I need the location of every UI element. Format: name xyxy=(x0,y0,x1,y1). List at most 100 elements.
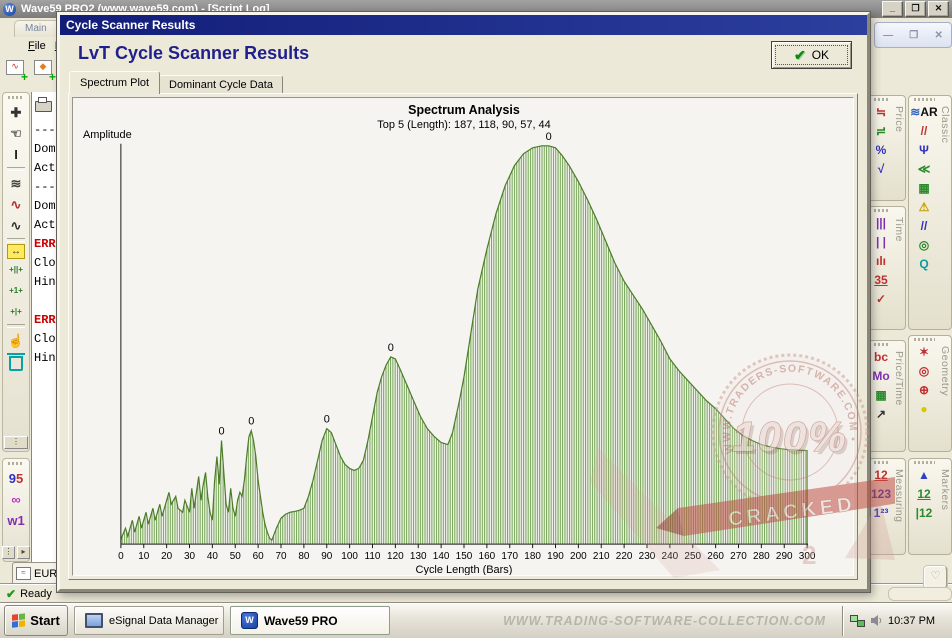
x-tick-label: 90 xyxy=(321,551,333,562)
ellipse-cross-icon[interactable]: ⊕ xyxy=(918,383,930,397)
measure-abc-icon[interactable]: 1²³ xyxy=(873,506,889,520)
bc-icon[interactable]: bc xyxy=(873,350,888,364)
pointer-icon[interactable]: ☝ xyxy=(7,333,25,348)
mdi-minimize-button[interactable]: — xyxy=(883,29,894,41)
speaker-tray-icon[interactable] xyxy=(870,614,883,627)
toolbar-grip[interactable] xyxy=(8,462,24,465)
alert-square-icon[interactable]: ⚠ xyxy=(918,200,930,214)
start-label: Start xyxy=(30,613,60,628)
toolbar-scroll-button[interactable]: ⋮ xyxy=(2,546,15,559)
toolbar-expand-button[interactable]: ▸ xyxy=(17,546,30,559)
detrend-wave-icon[interactable]: ≋ xyxy=(10,176,22,191)
new-pattern-button-glyph: ◆ xyxy=(34,60,52,75)
parallel-lines-icon[interactable]: // xyxy=(920,219,928,233)
window-controls: _ ❐ ✕ xyxy=(882,1,949,17)
time-lines-icon[interactable]: ||| xyxy=(875,216,887,230)
windows-flag-icon xyxy=(12,612,26,628)
x-tick-label: 170 xyxy=(501,551,518,562)
minimize-button[interactable]: _ xyxy=(882,1,903,17)
cycle-tool-icon[interactable]: ∞ xyxy=(11,492,21,507)
grid-icon[interactable]: ▦ xyxy=(875,388,887,402)
y-axis-label: Amplitude xyxy=(83,129,132,141)
wave59-task-icon: W xyxy=(241,612,258,629)
measure-12-icon[interactable]: 12 xyxy=(874,468,888,482)
x-tick-label: 160 xyxy=(479,551,496,562)
peak-label: 0 xyxy=(248,416,254,428)
network-tray-icon[interactable] xyxy=(850,614,865,627)
time-pair-icon[interactable]: | | xyxy=(875,235,887,249)
menu-file[interactable]: File xyxy=(28,40,46,52)
sphere-icon[interactable]: ● xyxy=(920,402,928,416)
new-pattern-button[interactable]: ◆ + xyxy=(34,60,56,84)
price-levels-icon[interactable]: ≓ xyxy=(875,124,887,138)
taskbar-item-wave59[interactable]: W Wave59 PRO xyxy=(230,606,390,635)
insert-bar-icon[interactable]: +1+ xyxy=(9,285,23,295)
hatch-square-icon[interactable]: ▦ xyxy=(918,181,930,195)
print-icon[interactable] xyxy=(35,97,52,112)
chart-window-tab[interactable]: ≈ EUR A xyxy=(12,562,58,584)
square-root-icon[interactable]: √ xyxy=(877,162,885,176)
vector-icon[interactable]: ↗ xyxy=(875,407,887,421)
price-hilo-icon[interactable]: ≒ xyxy=(875,105,887,119)
time-hist-icon[interactable]: ılı xyxy=(875,254,886,268)
ibeam-icon[interactable]: I xyxy=(14,147,18,162)
band-width-icon[interactable]: ↔ xyxy=(7,244,25,259)
spiral-icon[interactable]: ◎ xyxy=(918,238,930,252)
crosshair-icon[interactable]: ✚ xyxy=(10,105,22,120)
taskbar-item-esignal[interactable]: eSignal Data Manager xyxy=(74,606,224,635)
cycle-line-icon[interactable]: ∿ xyxy=(10,218,22,233)
peak-label: 0 xyxy=(218,426,224,438)
x-tick-label: 250 xyxy=(684,551,701,562)
mini-chart-icon: ≈ xyxy=(16,567,31,580)
toolbar-icons: ▲ 12 |12 xyxy=(909,459,939,554)
zoom-cycle-icon[interactable]: Q xyxy=(919,257,929,271)
remove-bar-icon[interactable]: +|+ xyxy=(10,306,22,316)
measure-123-icon[interactable]: 123 xyxy=(870,487,892,501)
up-triangle-icon[interactable]: ▲ xyxy=(918,468,930,482)
toolbar-icons: ≋ AR // Ψ ≪ ▦ ⚠ // ◎ Q xyxy=(909,96,939,329)
log-line xyxy=(34,292,58,311)
collapse-toolbars-button[interactable]: ♡ xyxy=(924,566,947,589)
spectrum-wave-icon[interactable]: ∿ xyxy=(10,197,22,212)
x-tick-label: 300 xyxy=(799,551,816,562)
time-check-icon[interactable]: ✓ xyxy=(875,292,887,306)
start-button[interactable]: Start xyxy=(4,605,68,636)
level-12-icon[interactable]: 12 xyxy=(917,487,931,501)
mobility-icon[interactable]: Mo xyxy=(872,369,890,383)
trend-slash-icon[interactable]: // xyxy=(920,124,928,138)
tab-spectrum-plot[interactable]: Spectrum Plot xyxy=(69,71,161,94)
toolbar-label: Classic xyxy=(939,106,951,144)
pitchfork-icon[interactable]: Ψ xyxy=(919,143,929,157)
script-log-pane: --- Dom Act --- Dom Act ERR Clo Hin ERR Clo Hin xyxy=(31,92,58,562)
expand-bars-icon[interactable]: +||+ xyxy=(9,264,23,274)
bar-12-icon[interactable]: |12 xyxy=(915,506,933,520)
peak-label: 0 xyxy=(388,342,394,354)
rings-icon[interactable]: ◎ xyxy=(918,364,930,378)
new-chart-button[interactable]: ∿ + xyxy=(6,60,28,84)
plus-badge: + xyxy=(20,70,28,84)
gann-95-icon-part2: 5 xyxy=(16,471,24,486)
fan-icon[interactable]: ≪ xyxy=(917,162,931,176)
toolbar-scroll-row: ⋮ ▸ xyxy=(2,546,30,559)
delete-icon[interactable] xyxy=(5,351,27,372)
mdi-close-button[interactable]: ✕ xyxy=(934,29,943,41)
ok-button[interactable]: ✔ OK xyxy=(771,41,852,69)
toolbar-time: ||| | | ılı 35 ✓ Time xyxy=(868,206,906,330)
mdi-restore-button[interactable]: ❐ xyxy=(909,29,919,41)
x-tick-label: 280 xyxy=(753,551,770,562)
mdi-window-controls: — ❐ ✕ xyxy=(874,22,952,48)
percent-icon[interactable]: % xyxy=(875,143,887,157)
restore-button[interactable]: ❐ xyxy=(905,1,926,17)
tab-dominant-cycle-data[interactable]: Dominant Cycle Data xyxy=(159,75,283,94)
andrews-ar-icon[interactable]: ≋ AR xyxy=(910,105,938,119)
menu-pat[interactable]: Pat xyxy=(55,40,57,56)
toolbar-scroll-button[interactable]: ⋮ xyxy=(4,436,28,449)
pan-hand-icon[interactable]: ☜ xyxy=(10,126,22,141)
close-button[interactable]: ✕ xyxy=(928,1,949,17)
compass-star-icon[interactable]: ✶ xyxy=(918,345,930,359)
time-count-icon[interactable]: 35 xyxy=(874,273,888,287)
toolbar-grip[interactable] xyxy=(8,96,24,99)
dialog-titlebar[interactable]: Cycle Scanner Results xyxy=(60,15,867,35)
